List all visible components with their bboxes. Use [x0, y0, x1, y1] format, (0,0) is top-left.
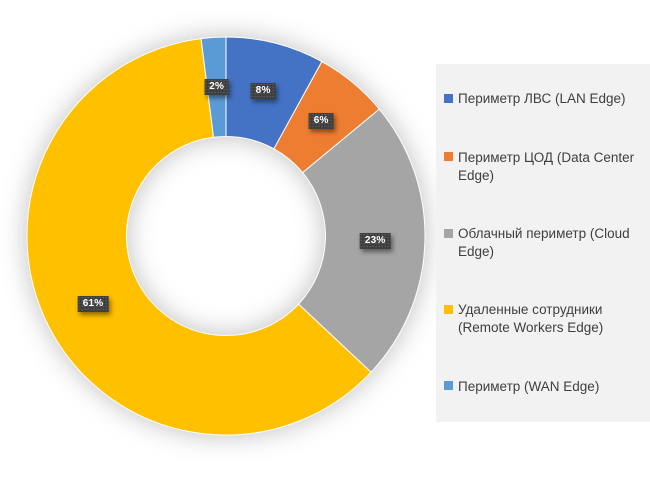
legend-item-label: Периметр ЛВС (LAN Edge): [458, 91, 626, 107]
legend-item-3: Удаленные сотрудники (Remote Workers Edg…: [444, 301, 640, 337]
legend-item-1: Периметр ЦОД (Data Center Edge): [444, 149, 640, 185]
legend-item-label: Периметр (WAN Edge): [458, 378, 600, 394]
legend-item-2: Облачный периметр (Cloud Edge): [444, 225, 640, 261]
legend-swatch-icon: [444, 228, 453, 238]
legend-swatch-icon: [444, 152, 453, 162]
donut-slice-3: [26, 38, 372, 436]
legend-item-label: Периметр ЦОД (Data Center Edge): [458, 149, 635, 183]
legend-swatch-icon: [444, 381, 453, 391]
legend-item-label: Удаленные сотрудники (Remote Workers Edg…: [458, 302, 604, 336]
legend-item-4: Периметр (WAN Edge): [444, 378, 640, 396]
legend-swatch-icon: [444, 304, 453, 314]
legend-item-label: Облачный периметр (Cloud Edge): [458, 226, 630, 259]
legend-item-0: Периметр ЛВС (LAN Edge): [444, 90, 640, 108]
legend-swatch-icon: [444, 93, 453, 103]
legend: Периметр ЛВС (LAN Edge) Периметр ЦОД (Dat…: [436, 64, 650, 422]
